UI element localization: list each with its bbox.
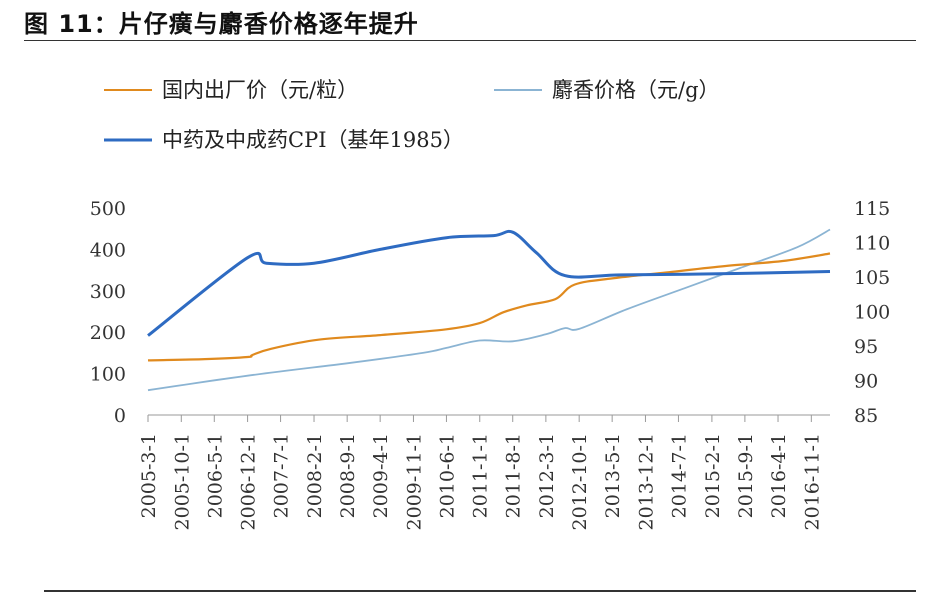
series-line-2 <box>147 229 831 337</box>
x-tick-label: 2013-12-1 <box>635 433 657 530</box>
y-left-tick-label: 0 <box>114 405 126 427</box>
y-right-tick-label: 115 <box>854 198 890 220</box>
x-tick-label: 2012-10-1 <box>569 433 591 530</box>
x-tick-label: 2016-4-1 <box>768 433 790 518</box>
y-left-tick-label: 400 <box>90 239 126 261</box>
x-tick-label: 2015-2-1 <box>702 433 724 518</box>
legend-label-2: 中药及中成药CPI（基年1985） <box>162 128 464 152</box>
y-right-tick-label: 105 <box>854 267 890 289</box>
x-tick-label: 2011-8-1 <box>503 433 525 518</box>
x-tick-label: 2011-1-1 <box>470 433 492 518</box>
x-tick-label: 2009-4-1 <box>370 433 392 518</box>
series-layer <box>147 228 831 392</box>
x-tick-label: 2008-9-1 <box>337 433 359 518</box>
x-tick-label: 2012-3-1 <box>536 433 558 518</box>
series-line-1 <box>147 228 831 392</box>
x-tick-label: 2006-12-1 <box>238 433 260 530</box>
legend-label-0: 国内出厂价（元/粒） <box>162 78 358 102</box>
x-tick-label: 2006-5-1 <box>204 433 226 518</box>
y-left-tick-label: 100 <box>90 364 126 386</box>
x-tick-label: 2014-7-1 <box>668 433 690 518</box>
x-tick-label: 2007-7-1 <box>271 433 293 518</box>
y-right-tick-label: 110 <box>854 233 890 255</box>
x-tick-label: 2010-6-1 <box>436 433 458 518</box>
y-left-tick-label: 300 <box>90 281 126 303</box>
x-tick-label: 2015-9-1 <box>735 433 757 518</box>
x-tick-label: 2009-11-1 <box>403 433 425 530</box>
bottom-divider <box>44 590 916 592</box>
y-right-tick-label: 90 <box>854 371 878 393</box>
x-tick-label: 2008-2-1 <box>304 433 326 518</box>
y-right-tick-label: 85 <box>854 405 878 427</box>
title-divider <box>24 40 916 41</box>
legend: 国内出厂价（元/粒） 麝香价格（元/g） 中药及中成药CPI（基年1985） <box>104 78 720 152</box>
y-left-tick-label: 500 <box>90 198 126 220</box>
y-right-tick-label: 100 <box>854 302 890 324</box>
x-tick-label: 2016-11-1 <box>801 433 823 530</box>
legend-label-1: 麝香价格（元/g） <box>552 78 720 102</box>
y-right-tick-label: 95 <box>854 336 878 358</box>
axes: 0 100 200 300 400 500 85 90 95 100 105 110 115 2005-3… <box>90 198 891 530</box>
x-tick-label: 2005-10-1 <box>171 433 193 530</box>
y-left-tick-label: 200 <box>90 322 126 344</box>
x-tick-label: 2005-3-1 <box>138 433 160 518</box>
x-tick-label: 2013-5-1 <box>602 433 624 518</box>
chart-title: 图 11：片仔癀与麝香价格逐年提升 <box>24 10 419 38</box>
series-line-0 <box>147 252 831 362</box>
